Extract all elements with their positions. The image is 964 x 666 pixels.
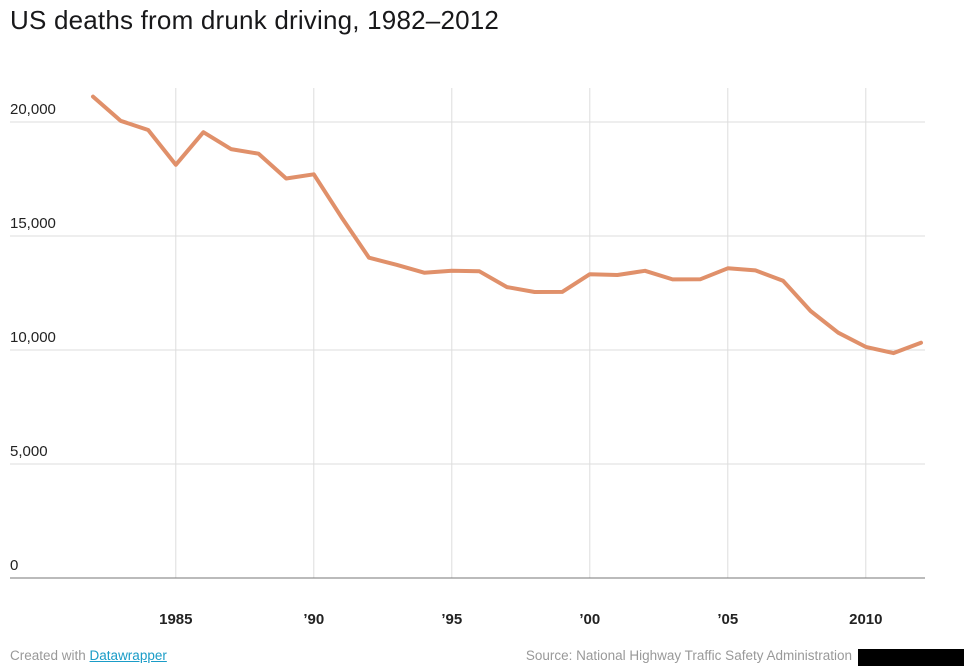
redaction-block bbox=[858, 649, 964, 666]
datawrapper-link[interactable]: Datawrapper bbox=[89, 648, 167, 663]
chart-title: US deaths from drunk driving, 1982–2012 bbox=[10, 5, 500, 35]
x-axis-tick-label: ’00 bbox=[579, 611, 600, 628]
x-axis-tick-label: ’95 bbox=[441, 611, 462, 628]
x-axis-tick-label: ’05 bbox=[717, 611, 738, 628]
line-chart-svg: 1985 ’90 ’95 ’00 ’05 2010 0 5,000 10,000 15,000 20… bbox=[10, 88, 925, 628]
attribution: Created with Datawrapper bbox=[10, 648, 167, 663]
created-with-label: Created with bbox=[10, 648, 90, 663]
source-label: Source: National Highway Traffic Safety … bbox=[525, 648, 852, 663]
x-axis-tick-label: ’90 bbox=[303, 611, 324, 628]
footer: Created with Datawrapper Source: Nationa… bbox=[10, 648, 852, 663]
deaths-line-series bbox=[91, 94, 923, 356]
y-axis-tick-label: 5,000 bbox=[10, 443, 48, 460]
y-axis-tick-label: 20,000 bbox=[10, 101, 56, 118]
y-axis-tick-label: 10,000 bbox=[10, 329, 56, 346]
x-axis-tick-label: 1985 bbox=[159, 611, 192, 628]
y-axis-tick-label: 15,000 bbox=[10, 215, 56, 232]
x-axis-tick-label: 2010 bbox=[849, 611, 882, 628]
y-axis-tick-label: 0 bbox=[10, 557, 18, 574]
